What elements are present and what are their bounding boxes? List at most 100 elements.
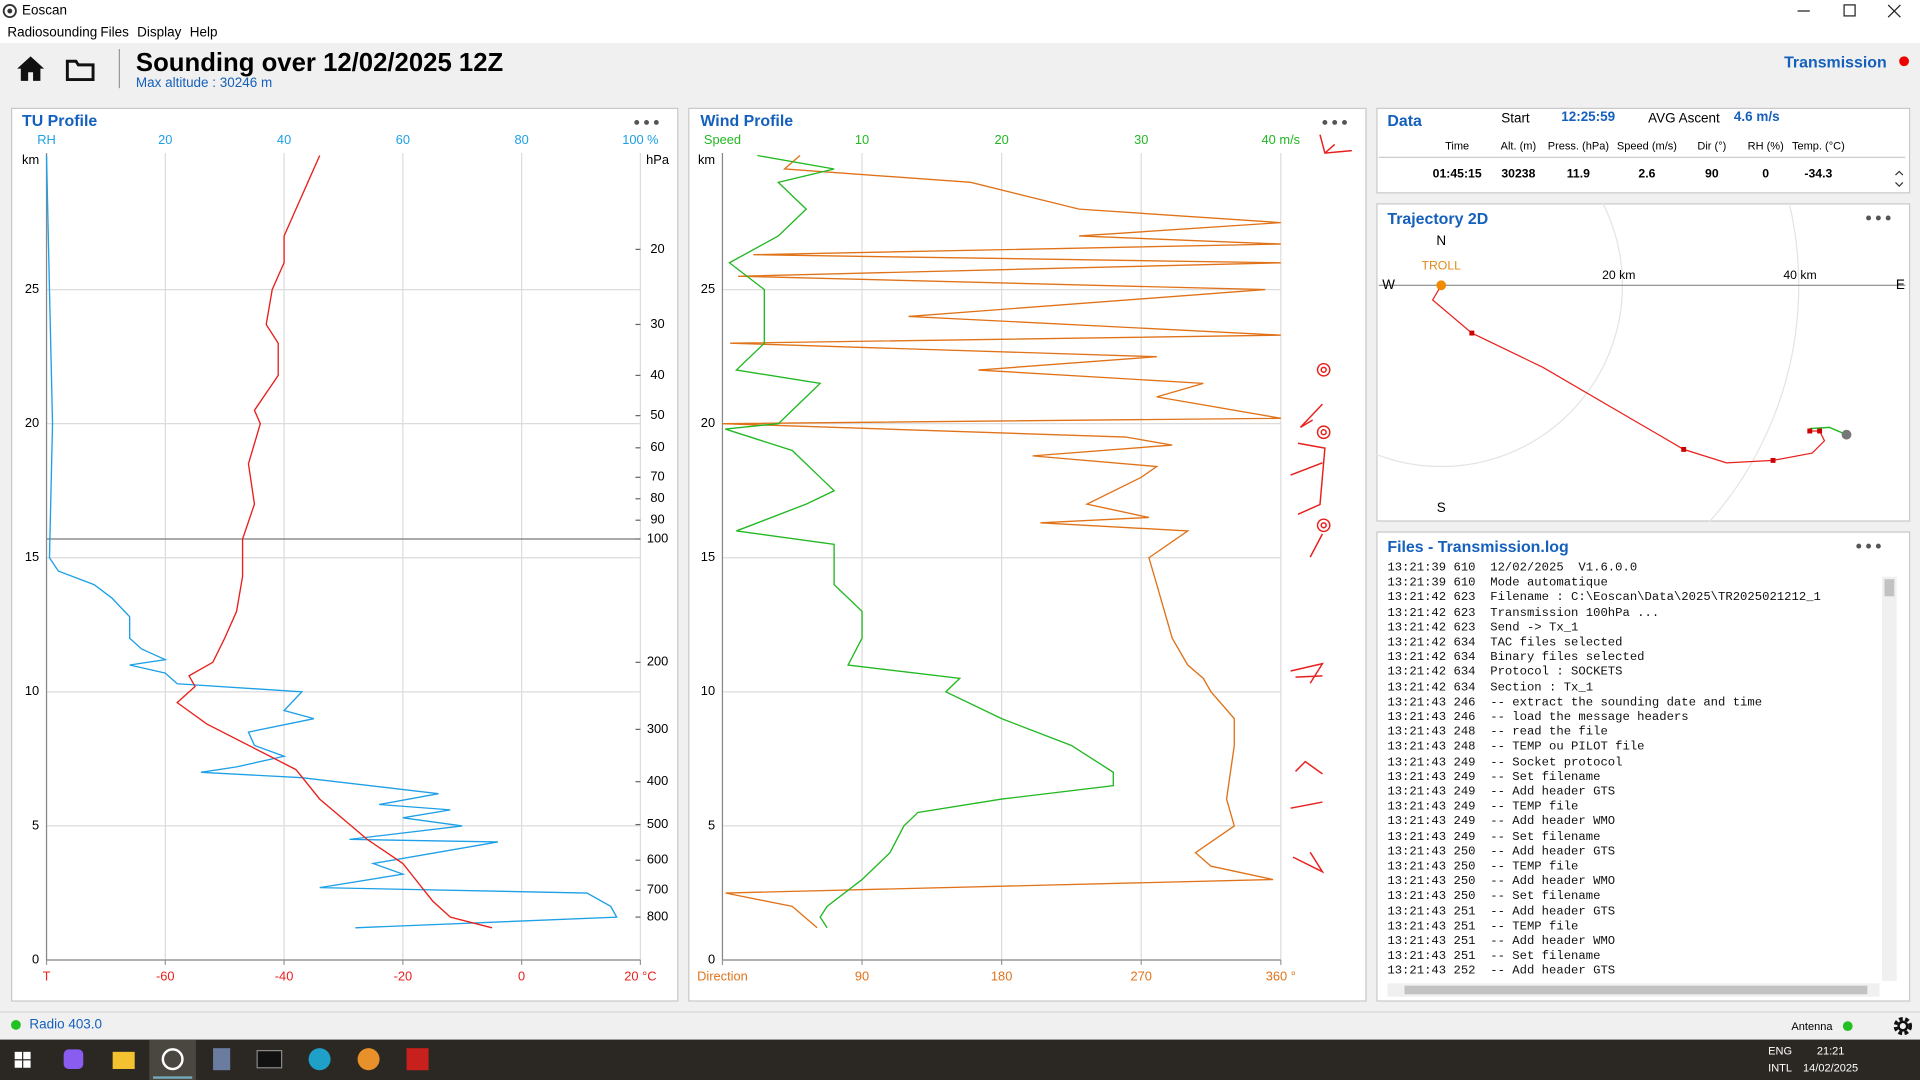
top-tick-label: 10 (855, 132, 869, 147)
column-header: Dir (°) (1697, 139, 1727, 152)
pressure-tick-label: 500 (647, 816, 668, 831)
tu-panel (11, 107, 679, 1002)
radio-led (11, 1020, 21, 1030)
spinner[interactable] (1893, 168, 1905, 190)
max-altitude: Max altitude : 30246 m (135, 75, 273, 91)
panel-title: Trajectory 2D (1387, 209, 1489, 228)
range-label: 40 km (1783, 269, 1817, 283)
log-line: 13:21:43 251 -- Set filename (1387, 950, 1601, 965)
top-tick-label: 100 % (622, 132, 658, 147)
pressure-tick-label: 80 (650, 490, 664, 505)
wind-barbs (1290, 134, 1352, 874)
cell: 30238 (1501, 167, 1536, 182)
log-line: 13:21:43 251 -- TEMP file (1387, 920, 1579, 935)
log-line: 13:21:43 249 -- Add header WMO (1387, 816, 1616, 830)
settings-button[interactable] (1892, 1015, 1914, 1037)
bottom-tick-label: 90 (855, 969, 869, 984)
log-line: 13:21:43 252 -- Add header GTS (1387, 965, 1616, 979)
top-tick-label: 80 (514, 132, 528, 147)
transmission-status[interactable]: Transmission (1784, 52, 1887, 72)
cell: 90 (1705, 167, 1719, 182)
menu-item[interactable]: Radiosounding (7, 25, 98, 41)
y-tick-label: 15 (701, 549, 715, 564)
direction-line (722, 155, 1281, 929)
menu-bar (0, 23, 1920, 43)
log-line: 13:21:43 249 -- TEMP file (1387, 801, 1579, 815)
log-line: 13:21:43 250 -- Add header WMO (1387, 875, 1616, 890)
status-bar (0, 1011, 1920, 1041)
data-panel (1376, 107, 1911, 194)
home-button[interactable] (15, 55, 47, 82)
language[interactable]: ENG (1768, 1044, 1793, 1057)
panel-menu[interactable] (1864, 213, 1893, 223)
top-tick-label: RH (37, 132, 56, 147)
pressure-tick-label: 600 (647, 852, 668, 867)
panel-title: TU Profile (22, 111, 98, 130)
y-tick-label: 5 (708, 817, 715, 832)
log-line: 13:21:43 250 -- Add header GTS (1387, 845, 1616, 860)
log-line: 13:21:43 248 -- read the file (1387, 726, 1608, 740)
panel-menu[interactable] (1854, 541, 1883, 551)
clock-date[interactable]: 14/02/2025 (1803, 1061, 1859, 1074)
menu-item[interactable]: Files (100, 25, 129, 41)
panel-menu[interactable] (1320, 118, 1349, 128)
pressure-tick-label: 700 (647, 882, 668, 897)
log-line: 13:21:43 251 -- Add header WMO (1387, 935, 1616, 950)
value: 4.6 m/s (1733, 110, 1780, 125)
log-line: 13:21:42 634 TAC files selected (1387, 636, 1623, 651)
sounding-title: Sounding over 12/02/2025 12Z (135, 48, 504, 78)
panel-menu[interactable] (632, 118, 661, 128)
log-line: 13:21:43 249 -- Socket protocol (1387, 756, 1623, 770)
log-line: 13:21:43 251 -- Add header GTS (1387, 905, 1616, 920)
pressure-tick-label: 400 (647, 773, 668, 788)
antenna-led (1842, 1021, 1853, 1032)
log-line: 13:21:42 634 Binary files selected (1387, 651, 1645, 666)
y-tick-label: 15 (25, 549, 39, 564)
menu-item[interactable]: Display (137, 25, 182, 41)
taskbar-icons[interactable] (0, 1039, 465, 1080)
title-bar (0, 0, 1920, 24)
y-tick-label: 25 (25, 281, 39, 296)
bottom-tick-label: -60 (156, 969, 175, 984)
label: AVG Ascent (1648, 111, 1720, 127)
folder-button[interactable] (65, 58, 97, 82)
log-line: 13:21:42 623 Transmission 100hPa ... (1387, 606, 1660, 621)
wind-panel (688, 107, 1367, 1002)
pressure-tick-label: 100 (647, 530, 668, 545)
panel-title: Data (1387, 111, 1422, 130)
pressure-tick-label: 30 (650, 316, 664, 331)
compass-label: W (1382, 277, 1395, 293)
pressure-tick-label: 90 (650, 512, 664, 527)
divider (1378, 156, 1906, 158)
scrollbar[interactable] (1882, 576, 1897, 981)
y-axis-label: km (698, 152, 715, 167)
panel-title: Wind Profile (700, 111, 794, 130)
keyboard-layout[interactable]: INTL (1768, 1061, 1793, 1074)
bottom-tick-label: -20 (394, 969, 413, 984)
status-led (1899, 56, 1909, 67)
panel-title: Files - Transmission.log (1387, 537, 1569, 556)
station-label: TROLL (1421, 259, 1461, 274)
trajectory-map (1376, 203, 1906, 522)
pressure-axis-label: hPa (646, 152, 670, 167)
top-tick-label: 20 (994, 132, 1008, 147)
window-controls[interactable] (1788, 0, 1920, 23)
log-line: 13:21:42 623 Filename : C:\Eoscan\Data\2… (1387, 591, 1821, 606)
label: Start (1501, 111, 1530, 127)
log-line: 13:21:43 249 -- Add header GTS (1387, 786, 1616, 800)
menu-item[interactable]: Help (189, 25, 218, 41)
cell: 2.6 (1638, 167, 1656, 182)
humidity-line (45, 155, 618, 929)
top-tick-label: Speed (704, 132, 741, 147)
y-tick-label: 20 (701, 415, 715, 430)
column-header: Press. (hPa) (1547, 139, 1609, 152)
log-text: 13:21:39 610 12/02/2025 V1.6.0.0 13:21:39… (1387, 562, 1877, 981)
scroll-thumb[interactable] (1884, 579, 1895, 597)
top-tick-label: 20 (158, 132, 172, 147)
clock-time[interactable]: 21:21 (1816, 1044, 1845, 1057)
pressure-tick-label: 20 (650, 241, 664, 256)
top-tick-label: 30 (1134, 132, 1148, 147)
h-scroll-thumb[interactable] (1404, 985, 1868, 995)
